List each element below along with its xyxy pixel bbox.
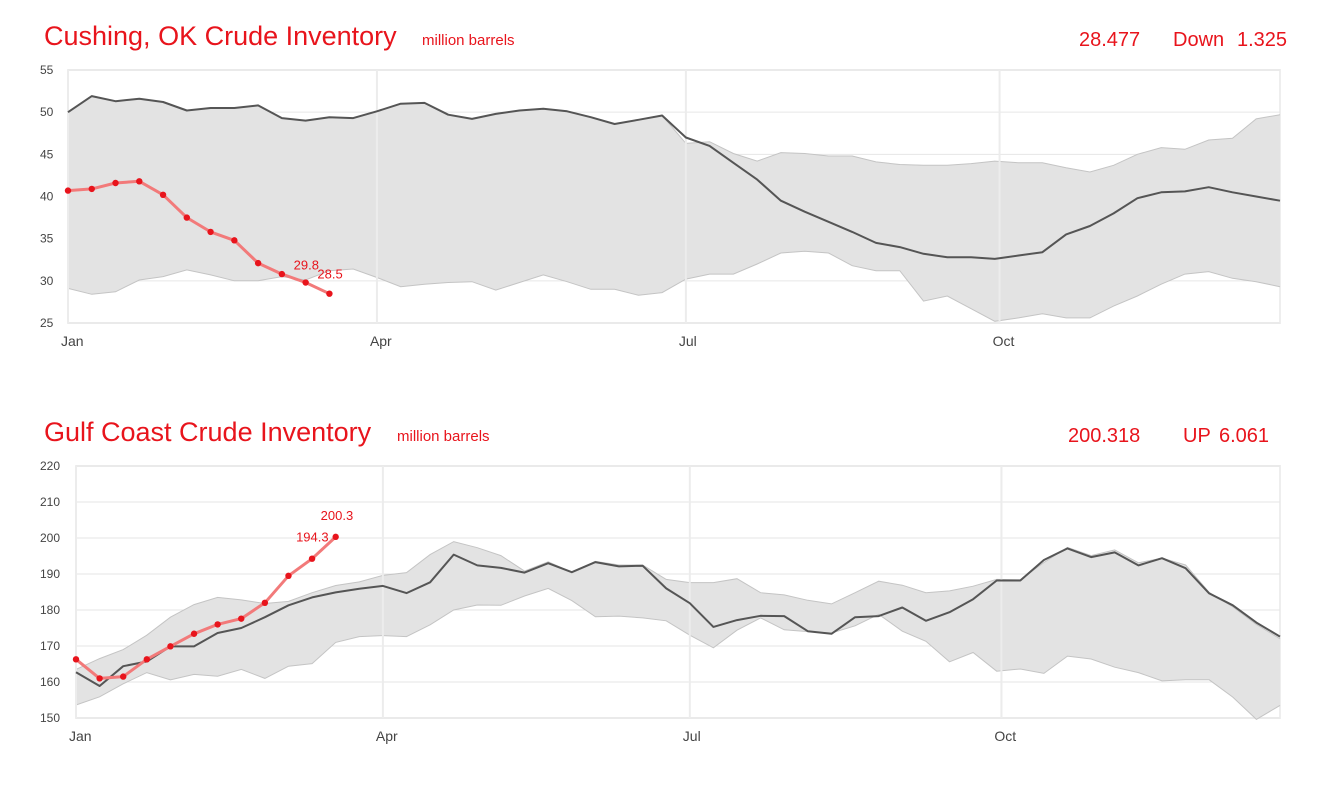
y-tick-label: 190 bbox=[40, 567, 60, 581]
x-tick-label: Oct bbox=[994, 728, 1016, 744]
data-point bbox=[120, 673, 127, 680]
data-point bbox=[238, 615, 245, 622]
series-line-prior-year bbox=[67, 95, 1281, 260]
y-tick-label: 55 bbox=[40, 63, 54, 77]
data-point bbox=[190, 630, 198, 637]
y-tick-label: 170 bbox=[40, 639, 60, 653]
change-value: 1.325 bbox=[1237, 29, 1288, 51]
cushing-chart-panel: Cushing, OK Crude Inventory million barr… bbox=[0, 0, 1328, 390]
range-band-lower-edge bbox=[67, 250, 1281, 322]
unit-label: million barrels bbox=[422, 32, 515, 49]
range-band-upper-edge bbox=[75, 541, 1281, 670]
data-point bbox=[285, 572, 292, 579]
chart-title: Gulf Coast Crude Inventory bbox=[44, 417, 372, 447]
x-tick-label: Oct bbox=[993, 333, 1015, 349]
data-point bbox=[88, 185, 95, 193]
x-tick-label: Jul bbox=[683, 728, 701, 744]
y-tick-label: 210 bbox=[40, 495, 60, 509]
data-label: 29.8 bbox=[294, 258, 319, 273]
data-point bbox=[326, 290, 333, 297]
data-point bbox=[214, 621, 221, 628]
data-point bbox=[183, 214, 191, 221]
data-point bbox=[308, 555, 316, 562]
unit-label: million barrels bbox=[397, 428, 490, 445]
data-label: 194.3 bbox=[296, 530, 329, 545]
data-point bbox=[261, 599, 269, 606]
x-tick-label: Jul bbox=[679, 333, 697, 349]
data-point bbox=[159, 191, 167, 199]
data-point bbox=[143, 656, 151, 663]
series-line-prior-year bbox=[75, 547, 1281, 687]
data-point bbox=[302, 279, 309, 286]
data-label: 200.3 bbox=[321, 508, 354, 523]
data-point bbox=[254, 259, 262, 267]
change-label: Down bbox=[1173, 29, 1225, 51]
latest-value: 28.477 bbox=[1079, 29, 1141, 51]
y-tick-label: 50 bbox=[40, 105, 54, 119]
y-tick-label: 40 bbox=[40, 190, 54, 204]
change-value: 6.061 bbox=[1219, 425, 1270, 447]
y-tick-label: 25 bbox=[40, 316, 54, 330]
latest-value: 200.318 bbox=[1068, 425, 1141, 447]
y-tick-label: 150 bbox=[40, 711, 60, 725]
data-point bbox=[231, 237, 238, 244]
y-tick-label: 220 bbox=[40, 459, 60, 473]
data-point bbox=[96, 675, 103, 682]
x-tick-label: Jan bbox=[61, 333, 84, 349]
x-tick-label: Jan bbox=[69, 728, 92, 744]
y-tick-label: 160 bbox=[40, 675, 60, 689]
y-tick-label: 35 bbox=[40, 232, 54, 246]
series-line-current-year bbox=[75, 535, 337, 680]
y-tick-label: 30 bbox=[40, 274, 54, 288]
series-line-current-year bbox=[67, 179, 331, 296]
change-label: UP bbox=[1183, 425, 1211, 447]
data-point bbox=[207, 228, 214, 236]
chart-title: Cushing, OK Crude Inventory bbox=[44, 21, 397, 51]
y-tick-label: 200 bbox=[40, 531, 60, 545]
range-band-lower-edge bbox=[75, 587, 1281, 721]
data-point bbox=[112, 179, 119, 187]
range-band bbox=[68, 96, 1280, 322]
data-point bbox=[167, 643, 174, 650]
y-tick-label: 45 bbox=[40, 147, 54, 161]
data-label: 28.5 bbox=[317, 267, 342, 282]
data-point bbox=[64, 187, 72, 194]
data-point bbox=[332, 533, 339, 541]
data-point bbox=[72, 656, 80, 663]
x-tick-label: Apr bbox=[376, 728, 398, 744]
x-tick-label: Apr bbox=[370, 333, 392, 349]
y-tick-label: 180 bbox=[40, 603, 60, 617]
data-point bbox=[136, 178, 143, 185]
data-point bbox=[278, 270, 286, 278]
cushing-chart-svg: 25 30 35 40 45 50 55 Jan Apr Jul Oct 29.828.5 bbox=[40, 63, 1281, 349]
